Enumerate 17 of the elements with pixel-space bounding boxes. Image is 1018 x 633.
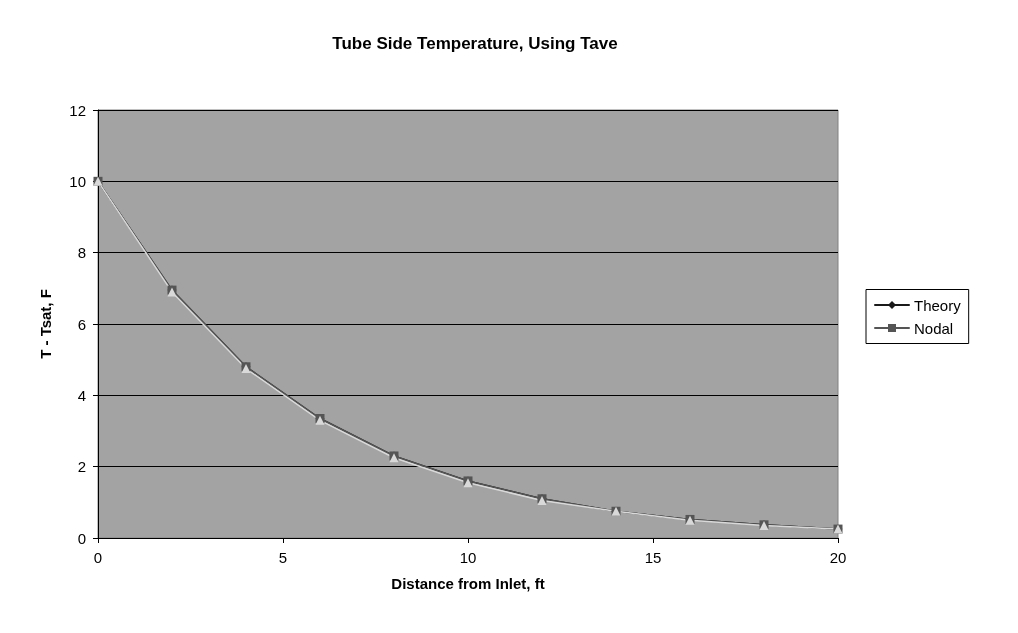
x-tick-label: 0 — [93, 549, 103, 566]
y-axis-title: T - Tsat, F — [37, 289, 54, 359]
legend-label: Theory — [914, 296, 962, 314]
x-axis-title: Distance from Inlet, ft — [391, 575, 545, 592]
x-tick-label: 5 — [278, 549, 288, 566]
y-tick-label: 0 — [77, 529, 86, 547]
y-tick-label: 2 — [77, 458, 86, 476]
y-tick-label: 12 — [69, 101, 86, 119]
x-tick-label: 20 — [829, 549, 847, 566]
y-tick-label: 6 — [77, 315, 86, 333]
y-tick-label: 8 — [77, 244, 86, 262]
y-tick-label: 10 — [69, 172, 86, 190]
x-tick-label: 10 — [459, 549, 477, 566]
x-tick-label: 15 — [644, 549, 662, 566]
legend-label: Nodal — [914, 319, 954, 337]
y-tick-label: 4 — [77, 386, 86, 404]
chart-title: Tube Side Temperature, Using Tave — [332, 34, 618, 53]
